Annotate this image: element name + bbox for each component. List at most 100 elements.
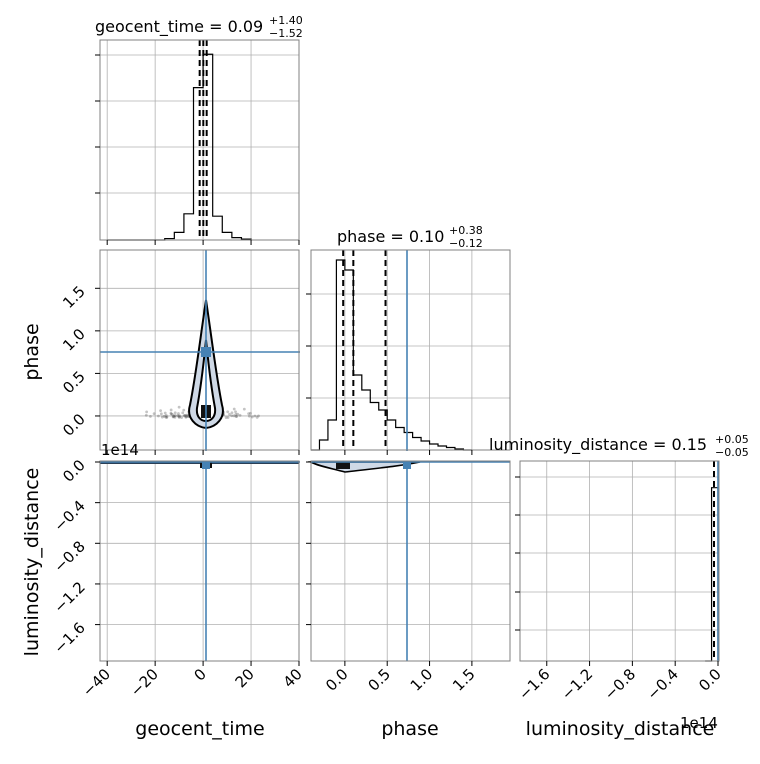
ld-y-offset-label: 1e14 [101, 441, 139, 459]
scatter-point [144, 413, 148, 417]
scatter-point [236, 412, 240, 416]
panel-frame [99, 249, 300, 451]
phase-histogram [311, 259, 472, 451]
scatter-point [238, 413, 242, 417]
scatter-point [247, 412, 251, 415]
geocent-time-title-sub: −1.52 [269, 27, 303, 40]
panel-frame [310, 249, 511, 451]
y-tick-label: 0.5 [59, 368, 89, 398]
x-tick-label: −1.2 [558, 665, 596, 703]
geocent-time-title: geocent_time = 0.09 [95, 17, 263, 37]
scatter-point [165, 416, 169, 419]
x-tick-label: 1.5 [449, 665, 479, 695]
scatter-point [185, 413, 189, 417]
truth-marker [202, 461, 210, 469]
scatter-point [232, 407, 236, 411]
scatter-point [171, 415, 175, 419]
x-tick-label: 0 [190, 665, 209, 684]
panel-frame [310, 460, 511, 662]
scatter-point [257, 414, 260, 418]
ld-x-offset-label: 1e14 [680, 714, 718, 732]
scatter-point [159, 409, 162, 413]
scatter-point [242, 407, 246, 411]
y-tick-label: −0.4 [50, 497, 88, 535]
y-tick-label: −1.2 [50, 578, 88, 616]
scatter-point [182, 414, 186, 418]
scatter-point [178, 415, 181, 419]
panel-frame [519, 460, 720, 662]
scatter-point [163, 411, 167, 415]
scatter-point [224, 416, 228, 419]
scatter-point [226, 416, 230, 419]
scatter-point [178, 414, 182, 418]
scatter-point [234, 412, 238, 416]
scatter-point [176, 414, 180, 417]
x-axis-label-phase: phase [381, 718, 438, 740]
scatter-point [181, 411, 185, 415]
scatter-point [177, 414, 180, 418]
scatter-point [152, 412, 156, 415]
scatter-point [247, 414, 251, 418]
scatter-point [164, 414, 168, 417]
x-tick-label: 1.0 [407, 665, 437, 695]
y-tick-label: 1.0 [59, 325, 89, 355]
scatter-point [184, 414, 187, 417]
x-tick-label: −0.4 [644, 665, 682, 703]
scatter-point [185, 415, 188, 419]
scatter-point [172, 414, 176, 418]
scatter-point [172, 415, 175, 418]
scatter-point [165, 415, 169, 419]
scatter-point [180, 416, 184, 419]
scatter-point [145, 410, 149, 414]
x-axis-label-geocent-time: geocent_time [135, 718, 264, 740]
ld-phase-core [336, 462, 350, 469]
scatter-point [235, 415, 239, 418]
truth-marker [403, 461, 411, 469]
scatter-point [162, 414, 166, 418]
x-tick-label: 20 [232, 665, 258, 691]
scatter-point [253, 414, 257, 418]
panel-geocent-time-hist: geocent_time = 0.09 +1.40 −1.52 [95, 14, 303, 245]
phase-title: phase = 0.10 [337, 227, 444, 246]
scatter-point [230, 411, 234, 415]
x-axis-label-luminosity-distance: luminosity_distance [526, 718, 715, 740]
x-tick-label: −1.6 [515, 665, 553, 703]
scatter-point [174, 414, 177, 418]
scatter-point [226, 410, 230, 414]
luminosity-distance-histogram [705, 487, 719, 662]
scatter-point [170, 413, 174, 416]
panel-ld-vs-geocent-time: −40 −20 0 20 40 −1.6−1.2−0.8−0.4 0.0 1e14 lumi… [21, 441, 306, 740]
scatter-point [182, 408, 186, 412]
scatter-point [173, 415, 177, 419]
geocent-time-title-sup: +1.40 [269, 14, 303, 27]
scatter-point [159, 412, 163, 416]
scatter-point [248, 411, 252, 415]
scatter-point [177, 415, 181, 419]
y-axis-label-luminosity-distance: luminosity_distance [21, 468, 43, 657]
scatter-point [149, 415, 152, 418]
scatter-point [230, 414, 234, 418]
scatter-point [164, 415, 168, 419]
panel-ld-vs-phase: 0.0 0.5 1.0 1.5 phase [306, 460, 511, 740]
scatter-point [183, 413, 186, 417]
x-tick-label: 0.0 [322, 665, 352, 695]
panel-phase-vs-geocent-time: 0.0 0.5 1.0 1.5 phase [21, 249, 300, 455]
scatter-point [255, 415, 259, 419]
x-tick-label: 0.0 [695, 665, 725, 695]
panel-frame [99, 39, 300, 241]
scatter-point [184, 415, 188, 419]
scatter-point [232, 414, 236, 418]
scatter-point [250, 415, 254, 419]
x-tick-label: −40 [79, 665, 114, 700]
scatter-point [228, 412, 231, 416]
x-tick-label: −0.8 [601, 665, 639, 703]
scatter-point [169, 412, 173, 416]
scatter-point [172, 414, 176, 418]
scatter-point [157, 414, 160, 418]
panel-frame [99, 460, 300, 662]
phase-title-sub: −0.12 [449, 237, 483, 250]
scatter-point [169, 408, 173, 412]
ld-title-sup: +0.05 [715, 433, 749, 446]
y-tick-label: −1.6 [50, 619, 88, 657]
